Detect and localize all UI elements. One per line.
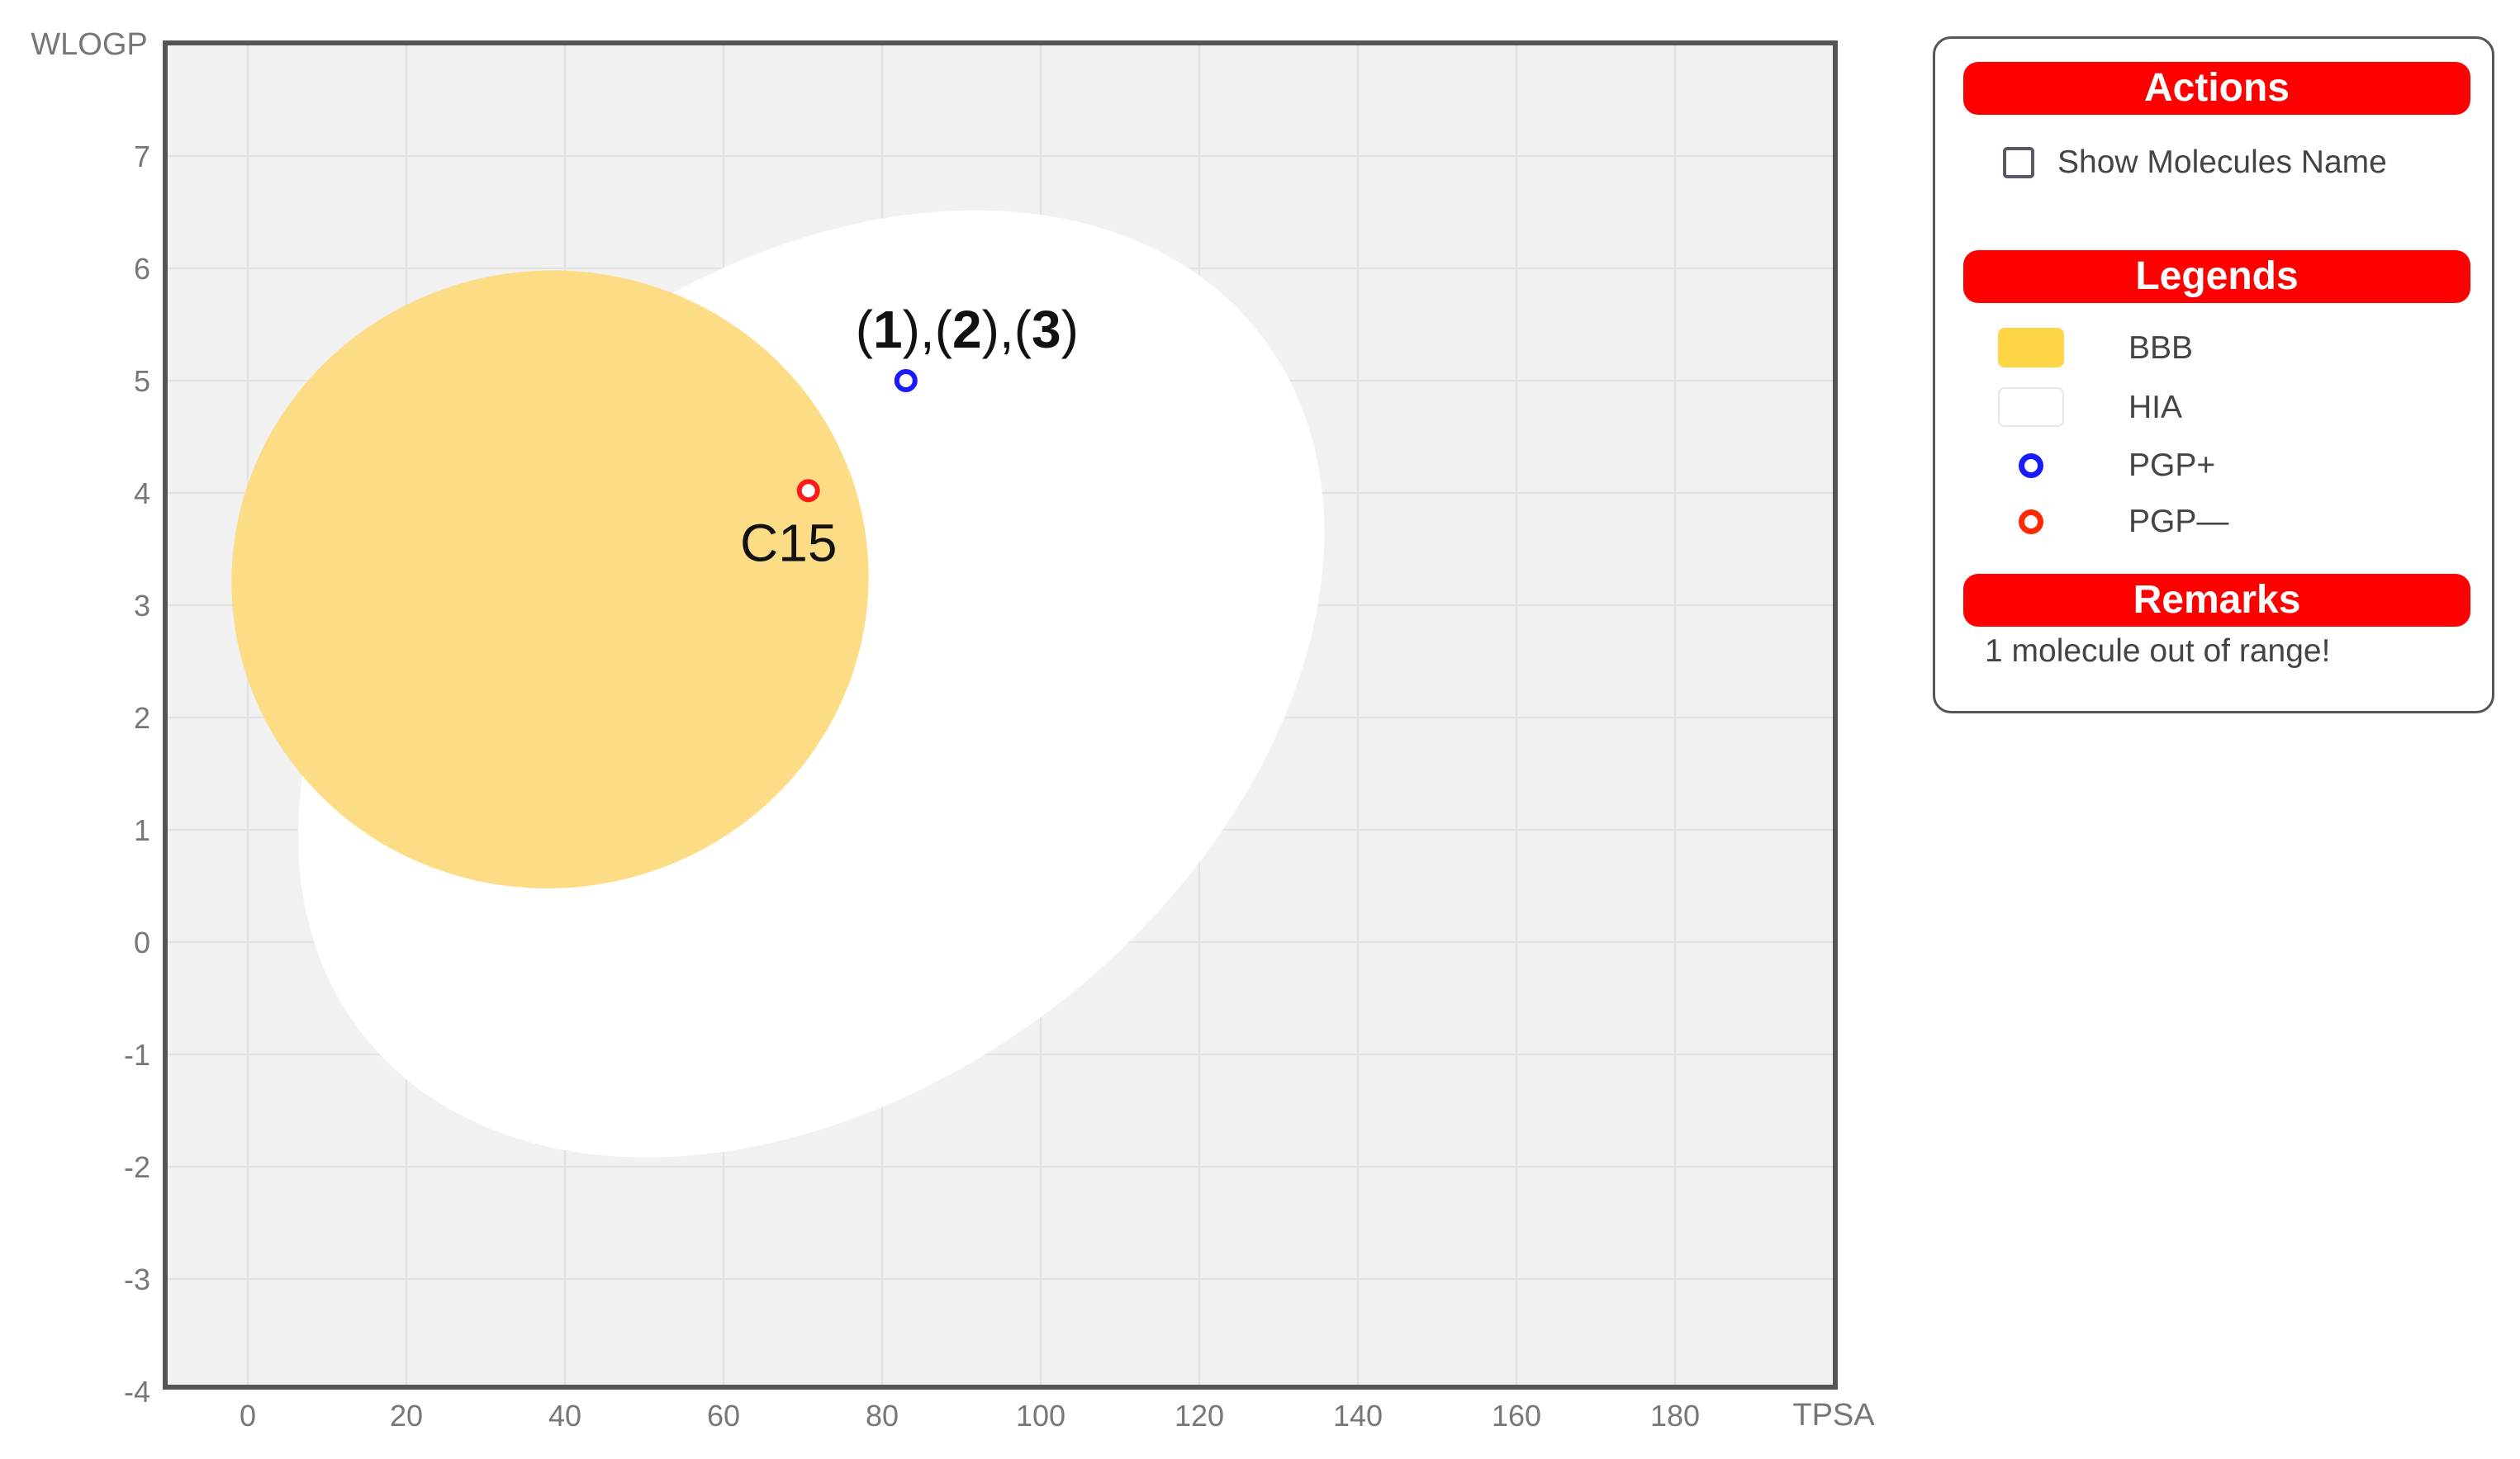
show-names-label: Show Molecules Name — [2057, 144, 2387, 180]
y-axis-label: WLOGP — [31, 27, 147, 62]
pgp-minus-marker-icon — [2019, 509, 2043, 534]
pgp-plus-marker-icon — [2019, 453, 2043, 478]
remarks-header: Remarks — [1963, 574, 2470, 627]
y-tick-label: 7 — [134, 140, 150, 173]
y-tick-label: -2 — [124, 1150, 150, 1184]
point-label: (1),(2),(3) — [856, 300, 1079, 359]
x-tick-label: 80 — [866, 1399, 899, 1433]
legend-label: BBB — [2128, 330, 2194, 366]
legend-item-bbb: BBB — [1998, 326, 2461, 371]
y-tick-label: -1 — [124, 1038, 150, 1072]
x-tick-label: 20 — [390, 1399, 423, 1433]
x-tick-label: 180 — [1650, 1399, 1700, 1433]
x-tick-label: 160 — [1492, 1399, 1541, 1433]
control-panel: Actions Show Molecules Name Legends BBB … — [1933, 36, 2494, 713]
regions — [231, 210, 1325, 1158]
y-tick-label: 6 — [134, 252, 150, 286]
tick-labels: 0 20 40 60 80 100 120 140 160 180 -4 -3 -2 -1 0 1 2 3 4 5 6 7 — [124, 140, 1700, 1433]
x-tick-label: 120 — [1175, 1399, 1224, 1433]
legend-label: PGP— — [2128, 504, 2229, 539]
points: (1),(2),(3) C15 — [740, 300, 1079, 572]
x-tick-label: 40 — [548, 1399, 581, 1433]
y-tick-label: 5 — [134, 364, 150, 398]
show-names-checkbox[interactable] — [2003, 147, 2034, 178]
y-tick-label: -4 — [124, 1375, 150, 1409]
y-tick-label: 0 — [134, 926, 150, 959]
x-tick-label: 0 — [240, 1399, 256, 1433]
y-tick-label: -3 — [124, 1262, 150, 1296]
bbb-swatch — [1998, 328, 2064, 367]
legends-header: Legends — [1963, 250, 2470, 303]
hia-swatch — [1998, 387, 2064, 427]
region-bbb — [231, 270, 869, 888]
y-tick-label: 3 — [134, 589, 150, 623]
y-tick-label: 1 — [134, 813, 150, 847]
show-names-toggle[interactable]: Show Molecules Name — [2003, 143, 2387, 182]
x-tick-label: 100 — [1016, 1399, 1065, 1433]
legend-label: PGP+ — [2128, 448, 2216, 483]
remark-text: 1 molecule out of range! — [1985, 633, 2331, 669]
pgp-plus-point[interactable] — [894, 369, 918, 392]
y-tick-label: 4 — [134, 476, 150, 510]
actions-header: Actions — [1963, 62, 2470, 115]
pgp-minus-point[interactable] — [796, 479, 820, 503]
point-label: C15 — [740, 513, 837, 572]
x-tick-label: 60 — [707, 1399, 740, 1433]
legend-label: HIA — [2128, 390, 2183, 425]
legend-item-pgp-minus: PGP— — [1998, 500, 2461, 544]
legend-item-hia: HIA — [1998, 386, 2461, 430]
x-axis-label: TPSA — [1792, 1398, 1875, 1433]
x-tick-label: 140 — [1333, 1399, 1383, 1433]
legend-item-pgp-plus: PGP+ — [1998, 443, 2461, 488]
y-tick-label: 2 — [134, 701, 150, 735]
plot-frame — [163, 40, 1838, 1390]
